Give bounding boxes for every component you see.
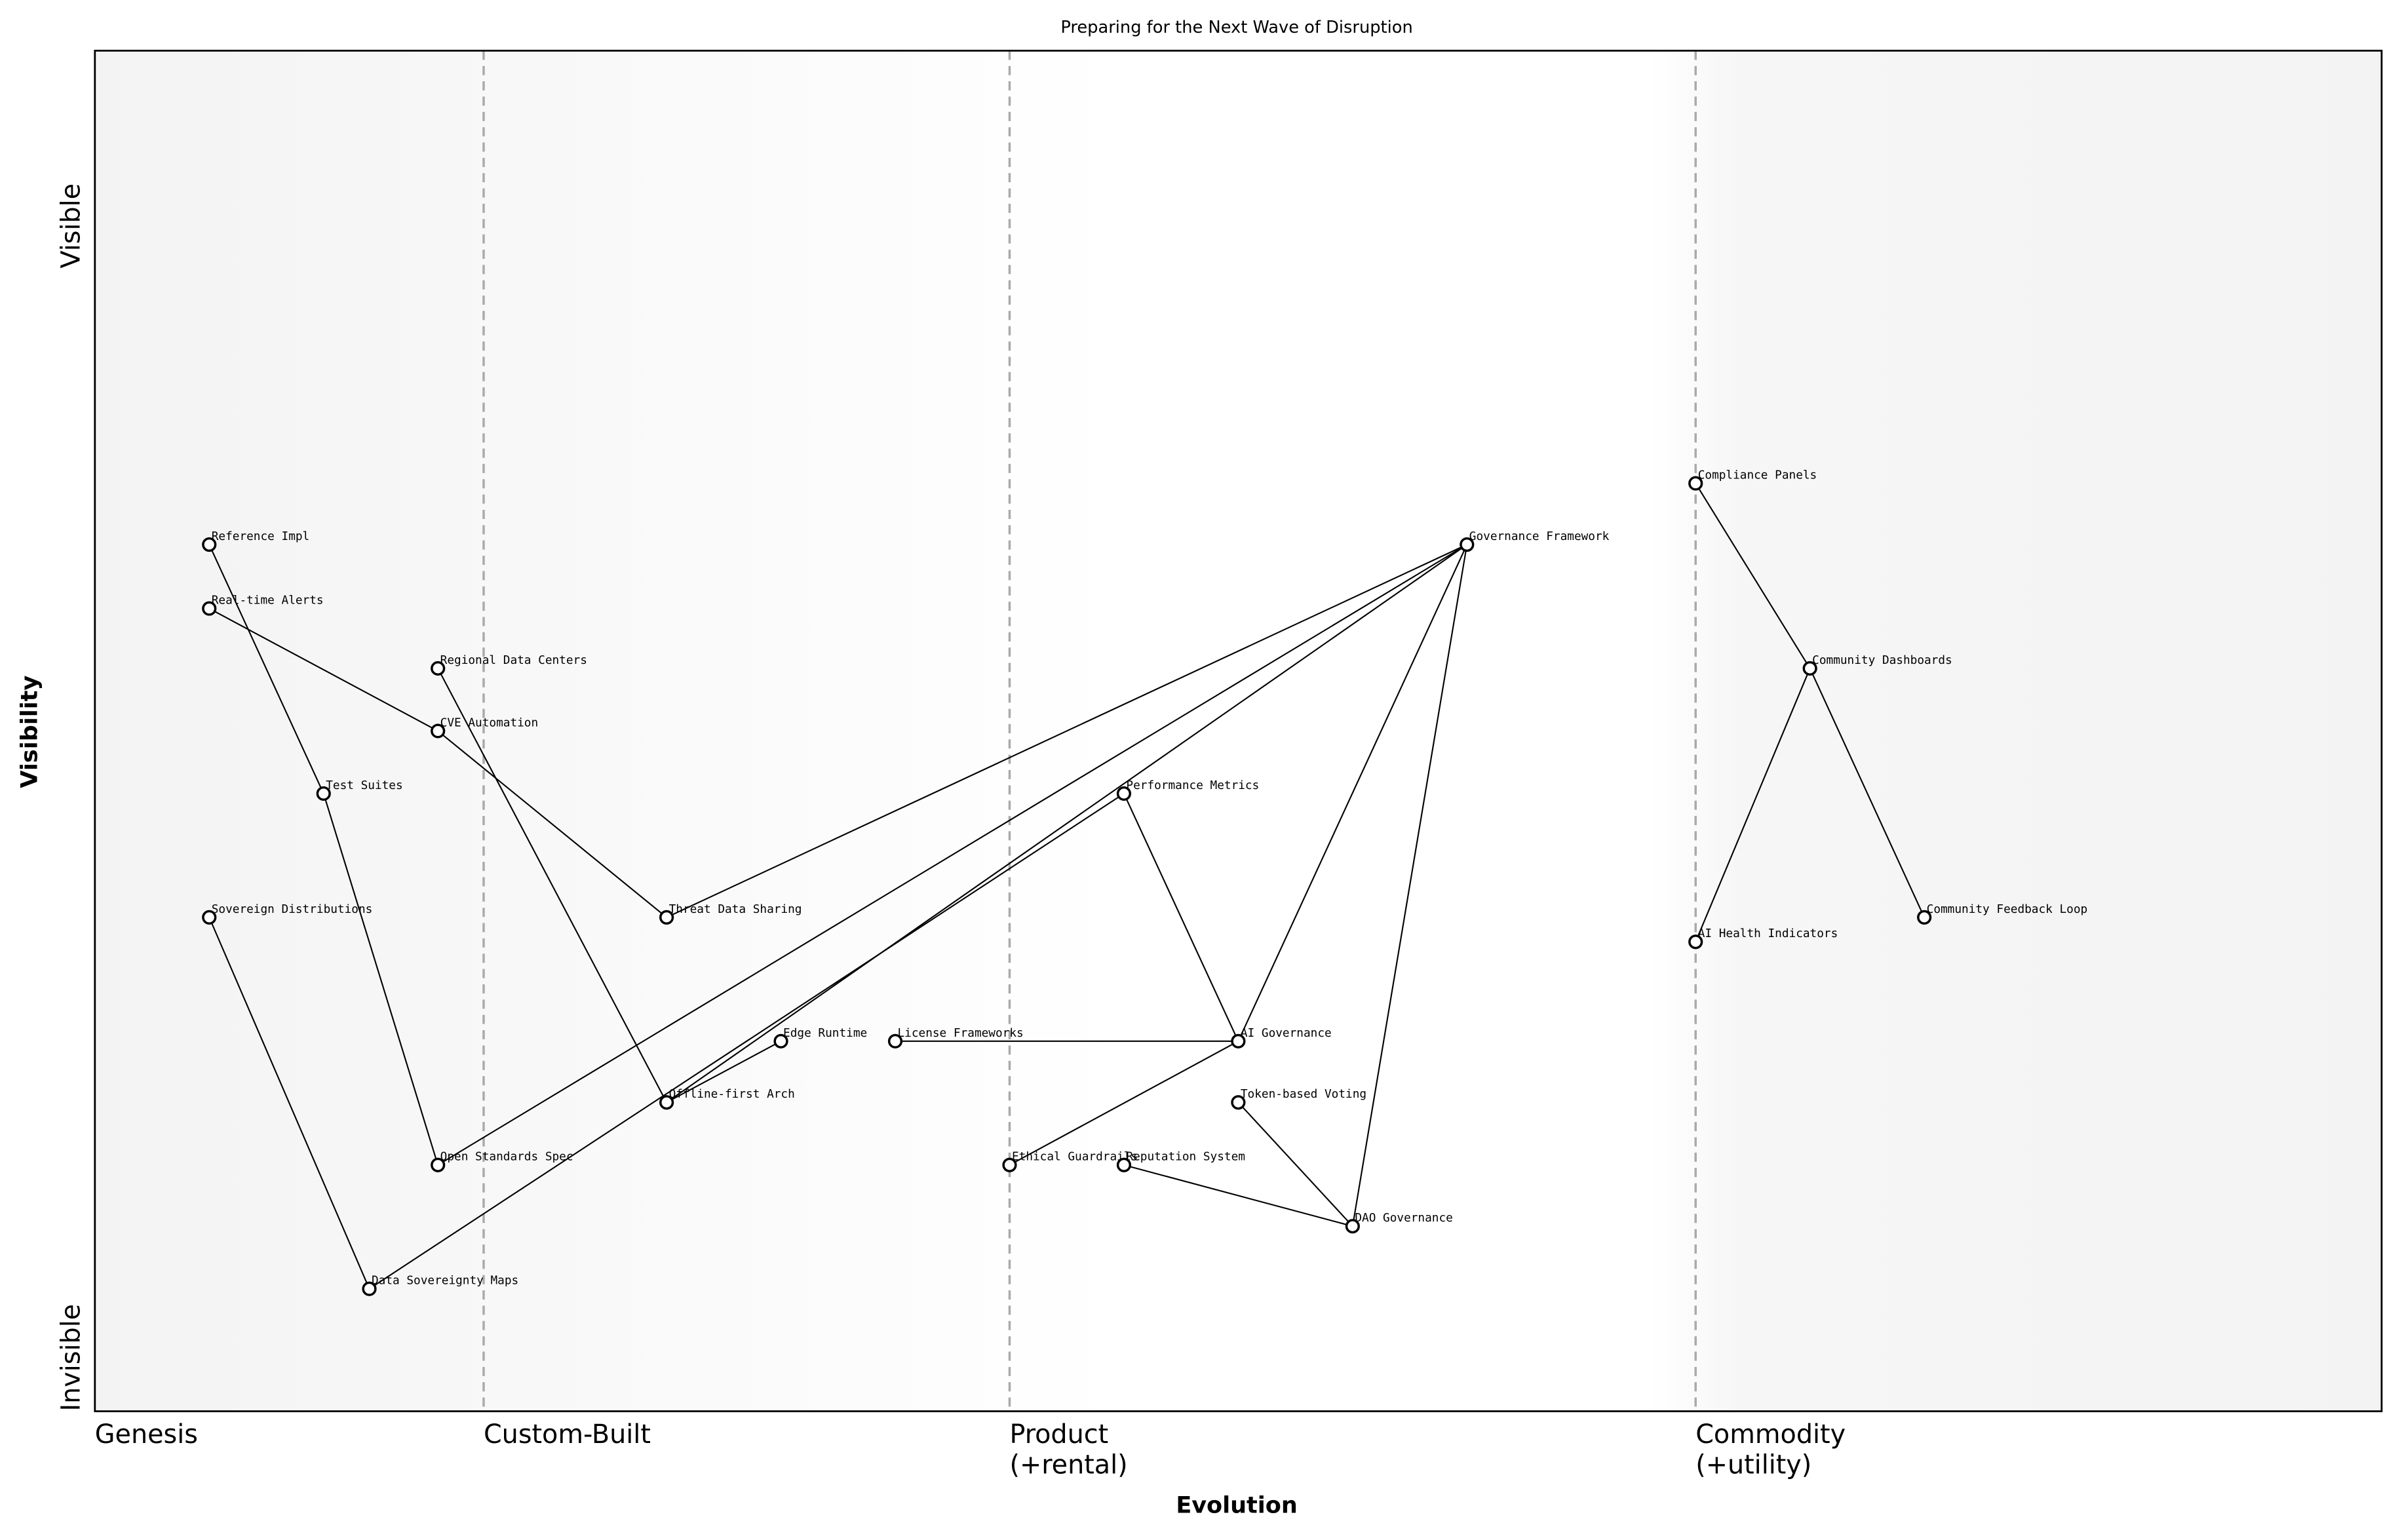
node [431,1157,446,1172]
node-label: Ethical Guardrails [1012,1151,1138,1164]
x-axis-title: Evolution [1176,1492,1297,1518]
link [208,917,370,1290]
link [1123,1164,1353,1227]
plot-frame [94,49,2383,1412]
chart-title: Preparing for the Next Wave of Disruptio… [1060,18,1412,37]
node [1116,786,1132,801]
node-label: Reference Impl [212,530,309,543]
node-label: Offline-first Arch [669,1088,795,1101]
link [1123,793,1239,1042]
node [773,1033,788,1049]
node-label: Community Feedback Loop [1927,903,2088,916]
node [1116,1157,1132,1172]
node [1688,476,1703,491]
link [666,544,1467,1104]
node [659,1095,674,1110]
node [1345,1219,1360,1234]
link [666,1040,782,1104]
link [437,730,667,918]
node-label: Token-based Voting [1241,1088,1366,1101]
x-tick-label: Commodity (+utility) [1695,1419,1846,1480]
link [208,607,438,732]
node-label: Test Suites [326,779,402,792]
node [202,910,217,925]
node-label: Performance Metrics [1126,779,1259,792]
link [322,793,439,1166]
link [1351,544,1468,1227]
link [1009,1040,1239,1166]
node-label: Edge Runtime [783,1027,867,1040]
node-label: Regional Data Centers [440,654,587,667]
node-label: Open Standards Spec [440,1151,573,1164]
link [437,668,668,1103]
x-tick-label: Genesis [95,1419,198,1449]
node [316,786,331,801]
node [362,1281,377,1296]
x-tick-label: Custom-Built [484,1419,651,1449]
node [1802,661,1817,676]
x-tick-label: Product (+rental) [1009,1419,1127,1480]
node-label: AI Governance [1241,1027,1332,1040]
node-label: Sovereign Distributions [212,903,373,916]
node-label: Data Sovereignty Maps [372,1275,518,1288]
link [1237,1102,1353,1227]
node [1002,1157,1017,1172]
plot-background [94,50,2382,1412]
link [368,793,1125,1290]
node-label: Community Dashboards [1812,654,1952,667]
node-label: Real-time Alerts [212,594,324,607]
node-label: Reputation System [1126,1151,1245,1164]
y-tick-label: Invisible [56,1304,86,1412]
node [1917,910,1932,925]
node-label: DAO Governance [1355,1212,1452,1225]
node [887,1033,903,1049]
node [1460,537,1475,552]
node [1231,1095,1246,1110]
node-label: Threat Data Sharing [669,903,802,916]
node [1688,934,1703,950]
plot: Genesis Custom-Built Product (+rental) Commo… [56,50,2087,1480]
link [437,544,1467,1166]
link [1695,668,1811,942]
link [208,544,324,794]
link [1809,668,1926,918]
node-label: Governance Framework [1469,530,1610,543]
node-label: CVE Automation [440,716,538,729]
node [202,601,217,616]
node [431,661,446,676]
node-label: AI Health Indicators [1698,927,1838,940]
node [431,723,446,739]
node-label: Compliance Panels [1698,469,1817,482]
node-label: License Frameworks [898,1027,1024,1040]
link [666,544,1467,918]
node [659,910,674,925]
y-tick-label: Visible [56,183,86,269]
node [1231,1033,1246,1049]
link [1237,544,1468,1042]
node [202,537,217,552]
link [1695,483,1811,669]
y-axis-title: Visibility [16,675,43,788]
